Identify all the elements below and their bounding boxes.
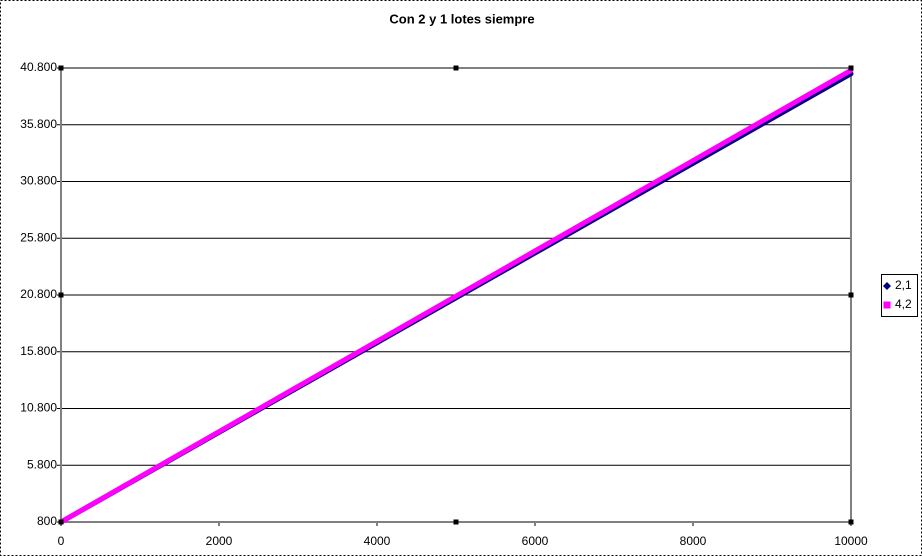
x-tick-label: 4000 bbox=[364, 534, 391, 548]
y-tick-label: 25.800 bbox=[20, 230, 57, 244]
y-tick-label: 10.800 bbox=[20, 401, 57, 415]
selection-handle bbox=[848, 65, 854, 71]
selection-handle bbox=[58, 65, 64, 71]
selection-handle bbox=[453, 65, 459, 71]
legend-label: 4,2 bbox=[895, 297, 912, 311]
selection-handle bbox=[58, 292, 64, 298]
x-tick-label: 0 bbox=[58, 534, 65, 548]
selection-handle bbox=[453, 519, 459, 525]
y-tick-label: 5.800 bbox=[27, 457, 57, 471]
legend-label: 2,1 bbox=[895, 278, 912, 292]
x-tick-label: 10000 bbox=[834, 534, 868, 548]
y-tick-label: 30.800 bbox=[20, 174, 57, 188]
y-tick-label: 40.800 bbox=[20, 60, 57, 74]
y-tick-label: 35.800 bbox=[20, 117, 57, 131]
legend-marker bbox=[883, 282, 891, 290]
legend-box bbox=[881, 274, 918, 317]
y-tick-label: 15.800 bbox=[20, 344, 57, 358]
chart-title: Con 2 y 1 lotes siempre bbox=[389, 11, 534, 26]
y-tick-label: 20.800 bbox=[20, 287, 57, 301]
x-tick-label: 2000 bbox=[206, 534, 233, 548]
legend-marker bbox=[883, 301, 891, 309]
selection-handle bbox=[848, 519, 854, 525]
series-line bbox=[58, 67, 854, 525]
legend: 2,14,2 bbox=[881, 274, 918, 317]
x-tick-label: 8000 bbox=[680, 534, 707, 548]
selection-handle bbox=[848, 292, 854, 298]
y-tick-label: 800 bbox=[37, 514, 57, 528]
selection-handle bbox=[58, 519, 64, 525]
x-tick-label: 6000 bbox=[522, 534, 549, 548]
